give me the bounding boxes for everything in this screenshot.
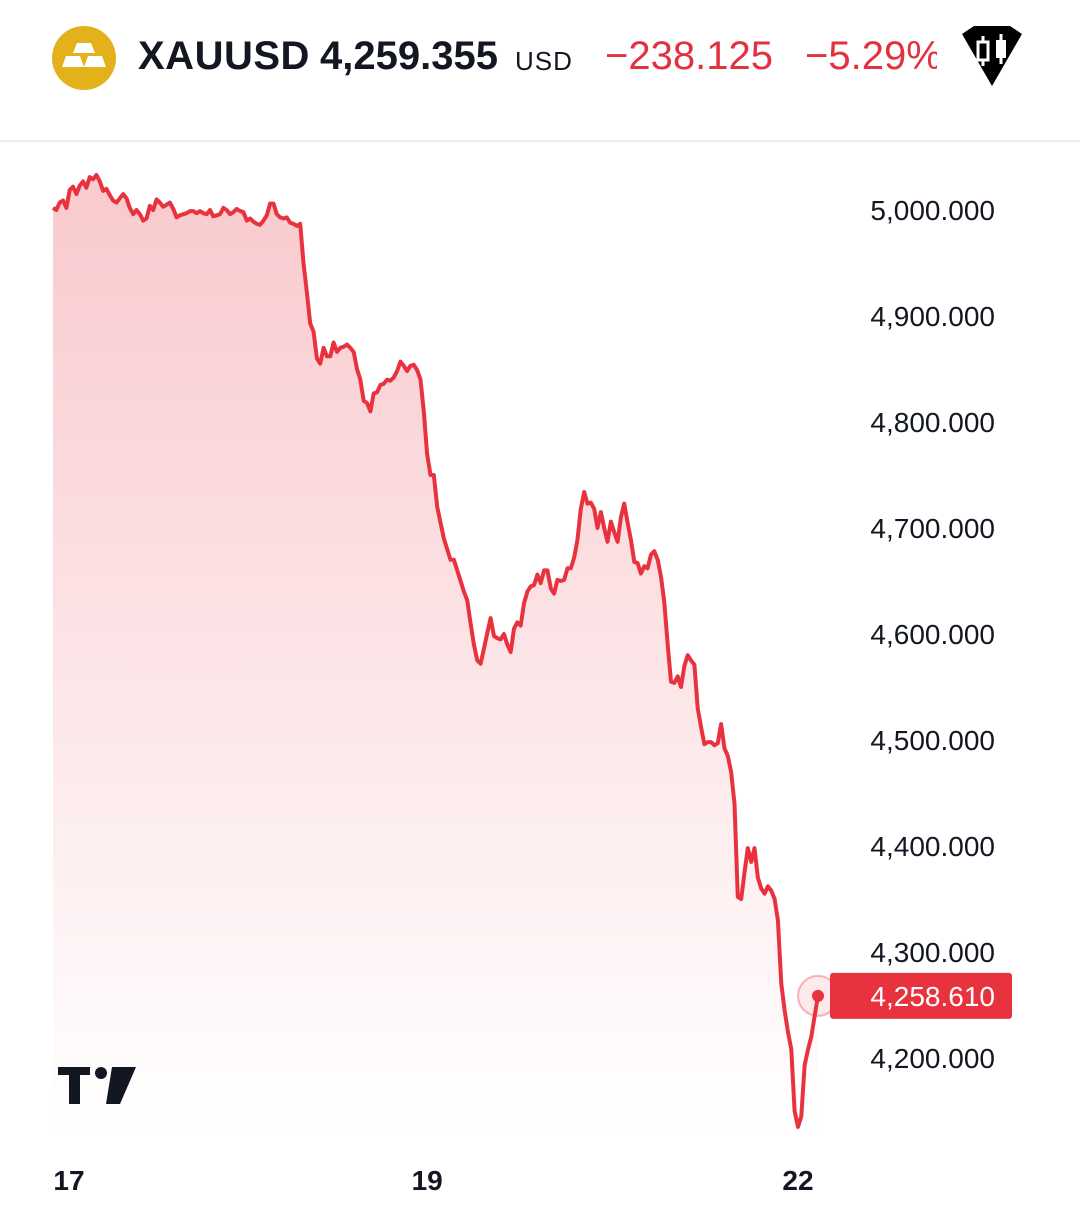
last-price-label-bg [830,972,1012,1019]
gold-bars-icon [52,26,116,90]
x-tick-label: 22 [782,1165,813,1196]
price-chart[interactable]: 5,000.000 4,900.000 4,800.000 4,700.000 4,60… [0,142,1080,1221]
x-tick-label: 19 [412,1165,443,1196]
price-line [51,173,820,1129]
y-tick-label: 5,000.000 [870,195,995,226]
x-tick-label: 17 [53,1165,84,1196]
y-tick-label: 4,900.000 [870,301,995,332]
current-price: 4,259.355 [320,34,498,78]
y-tick-label: 4,800.000 [870,407,995,438]
y-tick-label: 4,200.000 [870,1043,995,1074]
y-tick-label: 4,500.000 [870,725,995,756]
y-tick-label: 4,700.000 [870,513,995,544]
price-currency: USD [515,46,573,76]
candlestick-diamond-icon[interactable] [956,24,1028,90]
price-area-fill [53,175,818,1135]
y-tick-label: 4,300.000 [870,937,995,968]
price-change-percent: −5.29% [805,34,937,78]
y-tick-label: 4,600.000 [870,619,995,650]
last-price-label: 4,258.610 [870,981,995,1012]
last-price-dot [812,989,824,1002]
price-change: −238.125 [605,34,773,78]
tradingview-logo-icon [58,1067,136,1104]
ticker-header: XAUUSD 4,259.355 USD −238.125 −5.29% [0,0,1080,142]
ticker-symbol: XAUUSD [138,34,310,78]
y-tick-label: 4,400.000 [870,831,995,862]
